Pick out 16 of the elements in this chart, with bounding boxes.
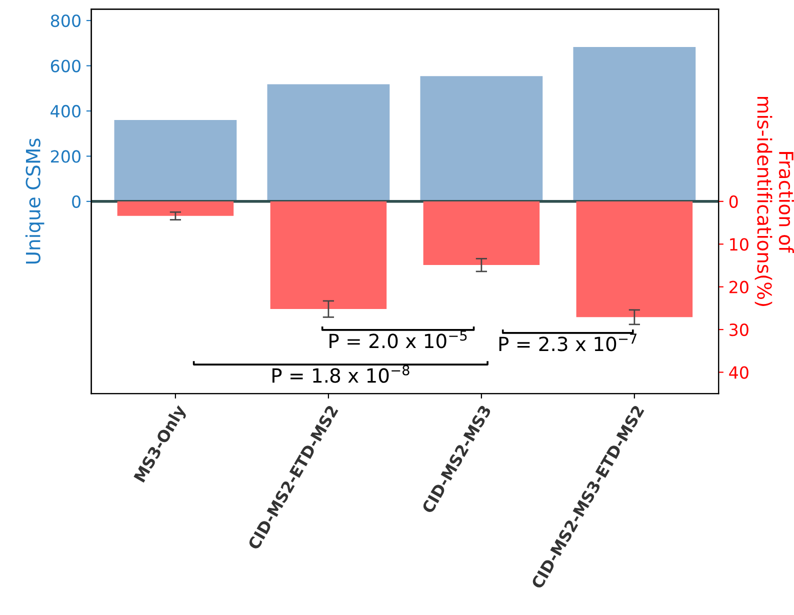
y-tick-label: 0: [72, 195, 80, 208]
y2-axis-title: Fraction of mis-identifications(%): [754, 96, 794, 306]
y2-tick-label: 20: [730, 280, 748, 294]
y-tick-label: 400: [50, 104, 80, 118]
y2-tick-label: 0: [729, 195, 738, 208]
annotation: P = 2.3 x 10$^{−7}$: [499, 334, 636, 352]
y-axis-title: Unique CSMs: [25, 138, 44, 264]
annotation: P = 2.0 x 10$^{−5}$: [330, 330, 467, 348]
annotation: P = 1.8 x 10$^{−8}$: [272, 365, 410, 383]
y2-tick-label: 10: [730, 238, 748, 251]
y2-tick-label: 40: [729, 366, 748, 379]
y-tick-label: 800: [50, 14, 80, 28]
y-tick-label: 600: [50, 60, 80, 72]
y-tick-label: 200: [50, 150, 80, 163]
y2-tick-label: 30: [730, 324, 748, 336]
bar: [117, 201, 234, 216]
